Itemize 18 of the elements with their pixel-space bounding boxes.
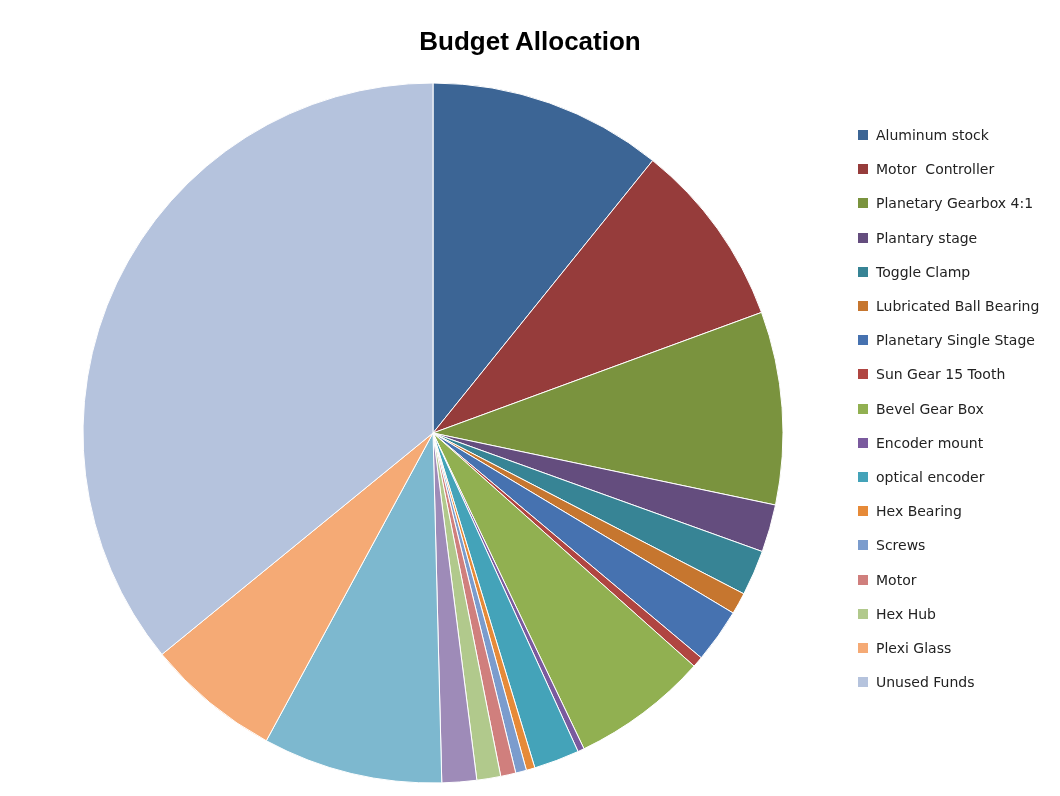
legend-label: optical encoder (876, 468, 985, 485)
legend-label: Unused Funds (876, 674, 975, 691)
legend-label: Sun Gear 15 Tooth (876, 366, 1006, 383)
legend-label: Motor (876, 571, 917, 588)
legend-label: Bevel Gear Box (876, 400, 984, 417)
legend-label: Plantary stage (876, 229, 978, 246)
legend-label: Planetary Single Stage (876, 332, 1035, 349)
legend-label: Hex Hub (876, 605, 936, 622)
chart-title: Budget Allocation (419, 26, 641, 57)
legend-label: Plexi Glass (876, 639, 952, 656)
legend-label: Aluminum stock (876, 127, 989, 144)
legend-label: Planetary Gearbox 4:1 (876, 195, 1034, 212)
legend-label: Motor Controller (876, 161, 995, 178)
legend-label: Toggle Clamp (876, 263, 971, 280)
legend-label: Encoder mount (876, 434, 984, 451)
legend-label: Hex Bearing (876, 503, 962, 520)
legend-label: Screws (876, 537, 926, 554)
legend-label: Lubricated Ball Bearing (876, 298, 1040, 315)
